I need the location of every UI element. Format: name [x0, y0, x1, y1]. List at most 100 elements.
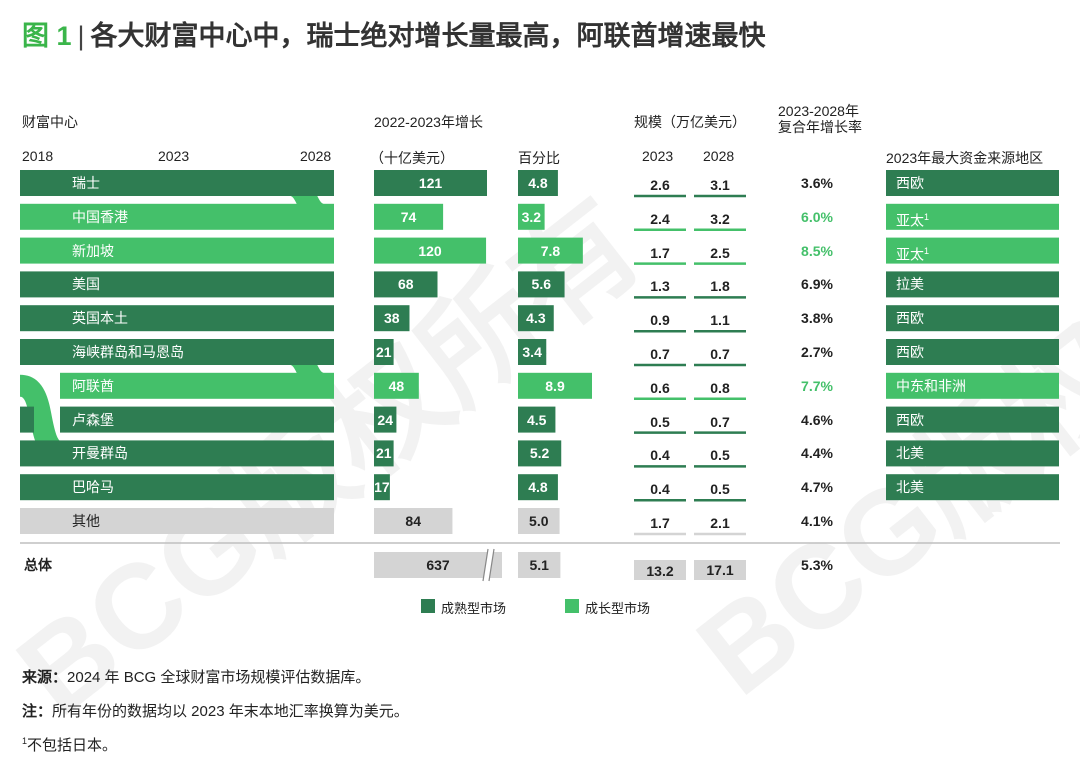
- growth-pct-value: 4.8: [528, 175, 548, 191]
- cagr-value: 4.4%: [801, 445, 833, 462]
- size-2023-value: 0.6: [650, 379, 670, 396]
- header-scale-2028: 2028: [703, 148, 735, 164]
- growth-abs-value: 21: [376, 445, 392, 462]
- size-2028-value: 0.7: [710, 413, 730, 430]
- region-bar: [886, 406, 1059, 433]
- header-growth-pct: 百分比: [518, 150, 560, 166]
- region-label: 拉美: [896, 276, 924, 293]
- size-2023-value: 0.9: [650, 312, 670, 329]
- growth-pct-bar: [518, 339, 547, 365]
- growth-abs-value: 68: [397, 276, 414, 293]
- size-2023-value: 0.4: [650, 447, 670, 464]
- region-bar: [886, 440, 1059, 467]
- region-label: 中东和非洲: [896, 377, 966, 394]
- region-label: 亚太1: [896, 211, 930, 229]
- total-size-2028-value: 17.1: [706, 562, 734, 578]
- growth-pct-bar: [518, 305, 554, 332]
- header-cagr-line1: 2023-2028年: [778, 103, 859, 119]
- region-bar: [886, 170, 1059, 196]
- size-2028-value: 0.8: [710, 379, 730, 396]
- growth-pct-value: 5.0: [529, 513, 549, 529]
- size-2028-value: 0.5: [710, 447, 730, 464]
- size-2028-value: 2.1: [710, 515, 730, 531]
- size-2023-value: 1.3: [650, 278, 670, 295]
- growth-pct-bar: [518, 271, 565, 298]
- center-bar: [20, 440, 334, 467]
- footnote-text: 不包括日本。: [27, 737, 118, 754]
- cagr-value: 8.5%: [801, 242, 833, 259]
- header-year-2028: 2028: [300, 148, 332, 164]
- footer-footnote: 1不包括日本。: [22, 734, 117, 755]
- growth-abs-value: 48: [388, 377, 405, 394]
- growth-pct-bar: [518, 372, 592, 399]
- region-bar: [886, 474, 1059, 501]
- size-2023-value: 0.5: [650, 413, 670, 430]
- size-2028-value: 2.5: [710, 244, 730, 261]
- source-text: 2024 年 BCG 全球财富市场规模评估数据库。: [67, 669, 371, 686]
- legend-swatch-mature: [421, 599, 435, 613]
- cagr-value: 2.7%: [801, 344, 833, 360]
- cagr-value: 6.9%: [801, 276, 833, 293]
- growth-abs-value: 74: [400, 208, 417, 225]
- growth-pct-value: 5.2: [529, 445, 550, 462]
- growth-pct-bar: [518, 406, 556, 433]
- center-bar: [20, 339, 334, 365]
- growth-pct-value: 7.8: [540, 242, 561, 259]
- growth-pct-bar: [518, 203, 545, 230]
- growth-abs-bar: [374, 203, 444, 230]
- growth-abs-bar: [374, 440, 394, 467]
- cagr-value: 4.7%: [801, 479, 833, 496]
- growth-pct-bar: [518, 237, 583, 264]
- page-title: 图 1 | 各大财富中心中，瑞士绝对增长量最高，阿联酋增速最快: [22, 14, 766, 53]
- figure-number: 图 1: [22, 21, 72, 51]
- growth-abs-bar: [374, 271, 438, 298]
- growth-abs-bar: [374, 305, 410, 332]
- center-bar: [60, 406, 334, 433]
- header-scale: 规模（万亿美元）: [634, 114, 746, 130]
- cagr-value: 4.6%: [801, 411, 833, 428]
- growth-abs-value: 21: [376, 344, 392, 360]
- cagr-value: 3.8%: [801, 310, 833, 327]
- center-name: 瑞士: [72, 175, 100, 191]
- growth-pct-bar: [518, 440, 562, 467]
- region-footnote-mark: 1: [924, 211, 930, 222]
- legend-label-mature: 成熟型市场: [441, 601, 507, 616]
- growth-abs-bar: [374, 508, 453, 534]
- total-size-2028-bar: [694, 560, 746, 580]
- growth-pct-value: 8.9: [545, 377, 565, 394]
- growth-pct-bar: [518, 474, 558, 501]
- size-2023-value: 0.7: [650, 346, 670, 362]
- center-bar-stub: [20, 406, 34, 433]
- size-2023-value: 1.7: [650, 244, 670, 261]
- center-bar: [20, 305, 334, 332]
- growth-abs-bar: [374, 339, 394, 365]
- growth-abs-value: 120: [418, 242, 442, 259]
- growth-pct-value: 5.6: [531, 276, 551, 293]
- growth-abs-value: 24: [377, 411, 393, 428]
- region-bar: [886, 305, 1059, 332]
- size-2023-value: 1.7: [650, 515, 670, 531]
- region-label: 西欧: [896, 344, 924, 360]
- region-label: 北美: [896, 479, 924, 496]
- cagr-value: 7.7%: [801, 377, 833, 394]
- region-label: 西欧: [896, 310, 924, 327]
- center-name: 其他: [72, 513, 100, 529]
- region-bar: [886, 203, 1059, 230]
- size-2028-value: 3.2: [710, 210, 730, 227]
- legend-swatch-growth: [565, 599, 579, 613]
- growth-pct-value: 4.3: [526, 310, 546, 327]
- title-separator: |: [77, 21, 85, 51]
- region-label: 亚太1: [896, 245, 930, 263]
- growth-pct-value: 4.5: [526, 411, 547, 428]
- growth-abs-bar: [374, 372, 419, 399]
- size-2028-value: 0.5: [710, 481, 730, 498]
- size-2023-value: 2.6: [650, 177, 670, 193]
- header-scale-2023: 2023: [642, 148, 674, 164]
- footer-note: 注：所有年份的数据均以 2023 年末本地汇率换算为美元。: [22, 700, 409, 721]
- center-bar: [20, 170, 334, 196]
- region-bar: [886, 339, 1059, 365]
- region-label: 西欧: [896, 175, 924, 191]
- center-name: 中国香港: [72, 208, 128, 225]
- region-bar: [886, 237, 1059, 264]
- total-size-2023-bar: [634, 560, 686, 580]
